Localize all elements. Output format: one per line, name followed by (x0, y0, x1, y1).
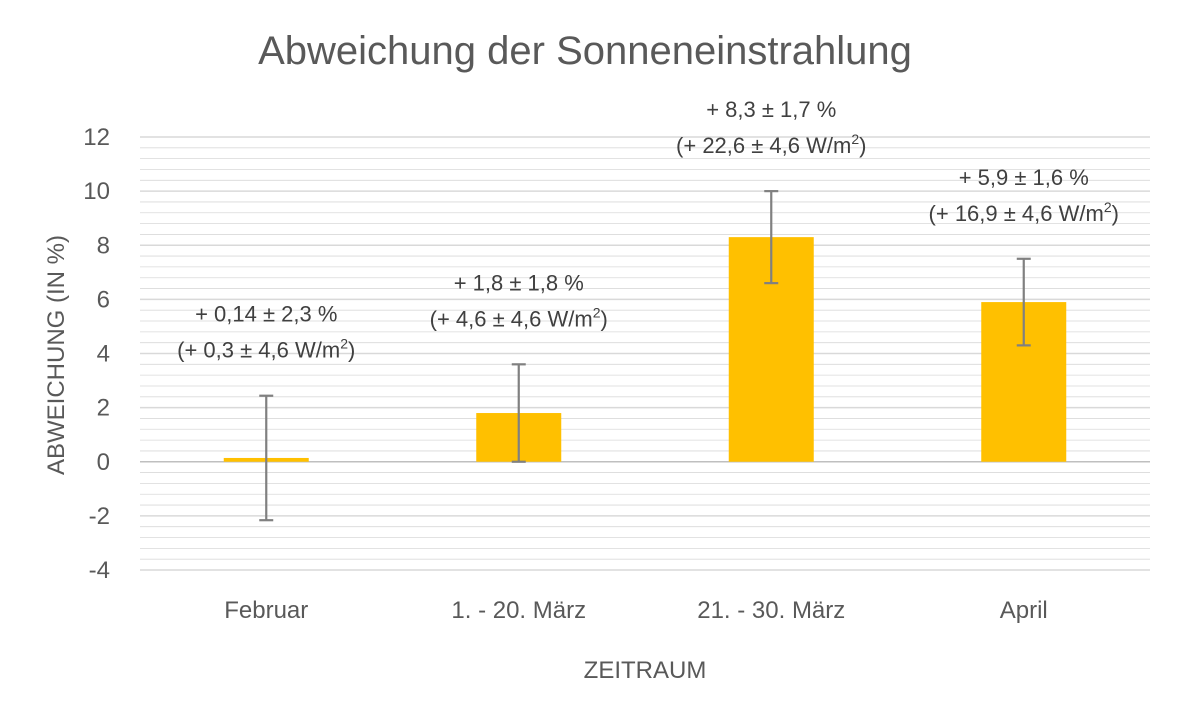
error-bar (1016, 257, 1031, 347)
y-tick-label: 4 (97, 341, 110, 368)
data-label-percent: + 1,8 ± 1,8 % (454, 270, 584, 295)
x-category-label: 1. - 20. März (451, 597, 586, 624)
chart-title: Abweichung der Sonneneinstrahlung (258, 29, 912, 73)
data-labels: + 0,14 ± 2,3 % (+ 0,3 ± 4,6 W/m2) + 1,8 ± … (177, 97, 1119, 363)
error-bars (259, 190, 1031, 522)
x-axis-categories: Februar 1. - 20. März 21. - 30. März April (224, 597, 1048, 624)
error-bar (764, 190, 779, 285)
x-axis-label: ZEITRAUM (584, 657, 707, 684)
data-label-percent: + 0,14 ± 2,3 % (195, 302, 337, 327)
data-label-percent: + 8,3 ± 1,7 % (706, 97, 836, 122)
y-tick-label: -2 (89, 503, 110, 530)
data-label-irradiance: (+ 16,9 ± 4,6 W/m2) (929, 199, 1119, 226)
x-category-label: Februar (224, 597, 308, 624)
y-tick-label: 6 (97, 286, 110, 313)
y-axis-label: ABWEICHUNG (IN %) (43, 235, 70, 475)
error-bar (259, 394, 274, 522)
data-label-irradiance: (+ 0,3 ± 4,6 W/m2) (177, 336, 355, 363)
y-tick-label: 12 (83, 124, 110, 151)
y-tick-label: 10 (83, 178, 110, 205)
data-label-irradiance: (+ 4,6 ± 4,6 W/m2) (430, 304, 608, 331)
y-axis-ticks: -4 -2 0 2 4 6 8 10 12 (83, 124, 110, 584)
x-category-label: April (1000, 597, 1048, 624)
y-tick-label: 8 (97, 232, 110, 259)
data-label-irradiance: (+ 22,6 ± 4,6 W/m2) (676, 131, 866, 158)
data-label-percent: + 5,9 ± 1,6 % (959, 165, 1089, 190)
error-bar (511, 363, 526, 463)
y-tick-label: -4 (89, 557, 110, 584)
y-tick-label: 0 (97, 449, 110, 476)
y-tick-label: 2 (97, 395, 110, 422)
x-category-label: 21. - 30. März (697, 597, 845, 624)
